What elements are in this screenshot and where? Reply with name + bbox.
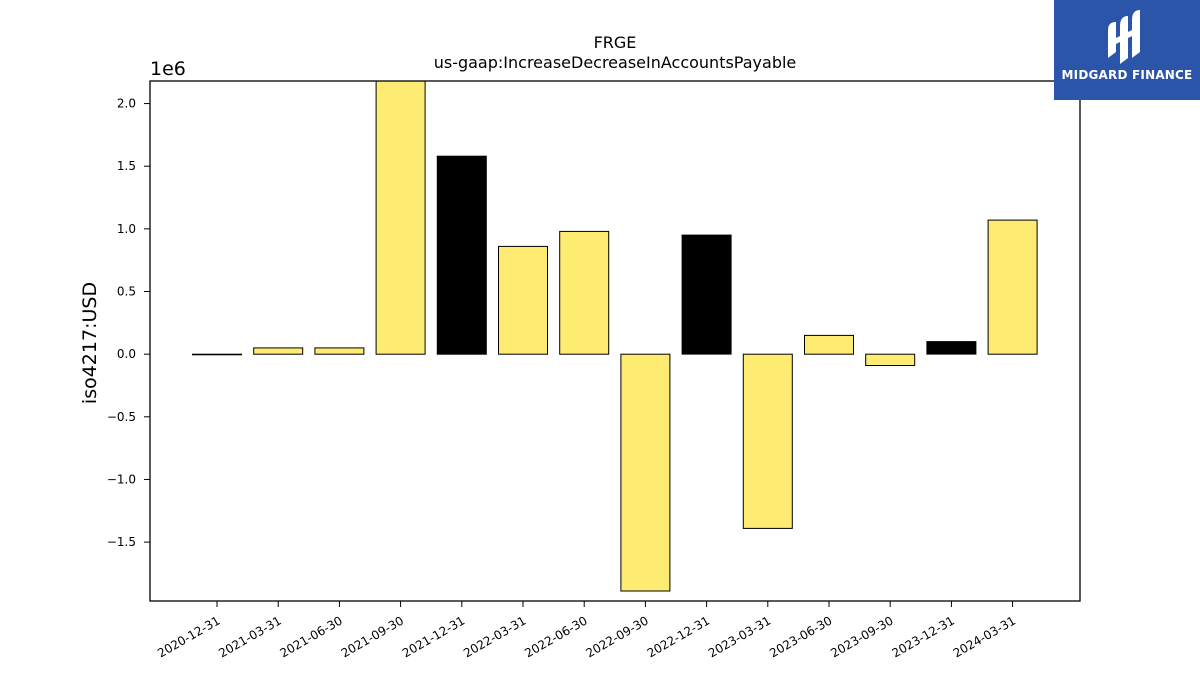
chart-subtitle: us-gaap:IncreaseDecreaseInAccountsPayabl… (434, 53, 797, 72)
bar-2021-03-31 (253, 347, 304, 355)
x-tick-label: 2022-09-30 (583, 613, 650, 660)
x-tick-label: 2022-06-30 (522, 613, 589, 660)
x-tick-label: 2024-03-31 (951, 613, 1018, 660)
bar-2021-06-30 (314, 347, 365, 355)
y-tick-label: 0.0 (117, 347, 136, 361)
plot-frame (149, 80, 1081, 602)
bar-2023-06-30 (804, 334, 854, 355)
logo-text: MIDGARD FINANCE (1061, 68, 1193, 82)
x-tick-label: 2022-03-31 (461, 613, 528, 660)
y-tick-label: 2.0 (117, 97, 136, 111)
chart-title: FRGE (594, 33, 637, 52)
x-tick-label: 2021-12-31 (400, 613, 467, 660)
x-tick-label: 2021-06-30 (277, 613, 344, 660)
bar-2022-06-30 (559, 230, 610, 355)
y-tick-label: 1.0 (117, 222, 136, 236)
x-tick-label: 2020-12-31 (155, 613, 222, 660)
x-tick-label: 2021-03-31 (216, 613, 283, 660)
bar-2023-09-30 (865, 353, 916, 367)
bar-2021-09-30 (375, 80, 426, 355)
y-axis-label: iso4217:USD (79, 282, 101, 404)
bar-2023-12-31 (926, 341, 977, 355)
y-tick-label: 0.5 (117, 285, 136, 299)
bars (192, 80, 1038, 592)
x-tick-label: 2022-12-31 (645, 613, 712, 660)
bar-2020-12-31 (192, 353, 242, 356)
y-axis-ticks: −1.5 −1.0 −0.5 0.0 0.5 1.0 1.5 2.0 (107, 97, 150, 549)
y-tick-label: −1.0 (107, 472, 136, 486)
midgard-finance-logo: MIDGARD FINANCE (1054, 0, 1200, 100)
x-axis-ticks: 2020-12-312021-03-312021-06-302021-09-30… (155, 601, 1018, 660)
x-tick-label: 2023-09-30 (828, 613, 895, 660)
x-tick-label: 2021-09-30 (339, 613, 406, 660)
x-tick-label: 2023-06-30 (767, 613, 834, 660)
bar-2022-03-31 (498, 245, 548, 355)
y-tick-label: 1.5 (117, 159, 136, 173)
bar-2022-09-30 (620, 353, 671, 592)
midgard-logo-icon (1108, 10, 1140, 64)
bar-2021-12-31 (436, 155, 487, 355)
y-scale-label: 1e6 (150, 58, 186, 80)
bar-2023-03-31 (742, 353, 793, 529)
y-tick-label: −1.5 (107, 535, 136, 549)
bar-2024-03-31 (987, 219, 1038, 355)
x-tick-label: 2023-03-31 (706, 613, 773, 660)
bar-2022-12-31 (681, 234, 732, 355)
x-tick-label: 2023-12-31 (889, 613, 956, 660)
y-tick-label: −0.5 (107, 410, 136, 424)
